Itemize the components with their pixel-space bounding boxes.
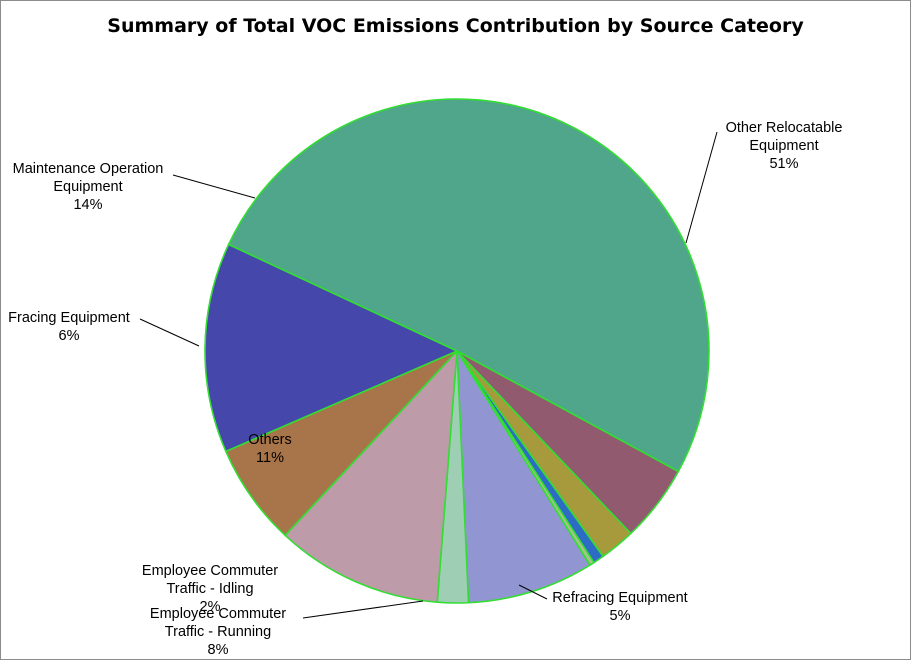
pie-slices (204, 98, 710, 604)
pie-slice-7 (284, 350, 458, 604)
slice-name-label: Employee Commuter (150, 606, 286, 622)
slice-name-label: Maintenance Operation (13, 161, 164, 177)
slice-percent-label: 5% (610, 608, 631, 624)
leader-lines (139, 131, 718, 619)
slice-name-label: Traffic - Idling (166, 581, 253, 597)
slice-name-label: Equipment (53, 179, 122, 195)
pie-slice-9 (204, 243, 458, 453)
slice-percent-label: 51% (769, 156, 798, 172)
slice-percent-label: 14% (73, 197, 102, 213)
slice-percent-label: 11% (256, 450, 284, 466)
slice-percent-label: 2% (200, 599, 221, 615)
slice-name-label: Equipment (749, 138, 818, 154)
slice-name-label: Refracing Equipment (552, 590, 687, 606)
slice-name-label: Others (248, 432, 292, 448)
slice-name-label: Fracing Equipment (8, 310, 130, 326)
leader-line-1 (518, 584, 548, 600)
slice-name-label: Other Relocatable (726, 120, 843, 136)
leader-line-0 (685, 131, 718, 244)
slice-name-label: Traffic - Running (165, 624, 271, 640)
pie-slice-0 (227, 98, 710, 473)
slice-name-label: Employee Commuter (142, 563, 278, 579)
slice-percent-label: 6% (59, 328, 80, 344)
leader-line-8 (139, 318, 200, 347)
slice-percent-label: 8% (208, 642, 229, 658)
chart-title: Summary of Total VOC Emissions Contribut… (107, 15, 804, 37)
slice-labels: Other Relocatable Equipment 51% Refracing E… (8, 120, 842, 658)
leader-line-5 (302, 600, 424, 619)
leader-line-9 (172, 174, 256, 199)
